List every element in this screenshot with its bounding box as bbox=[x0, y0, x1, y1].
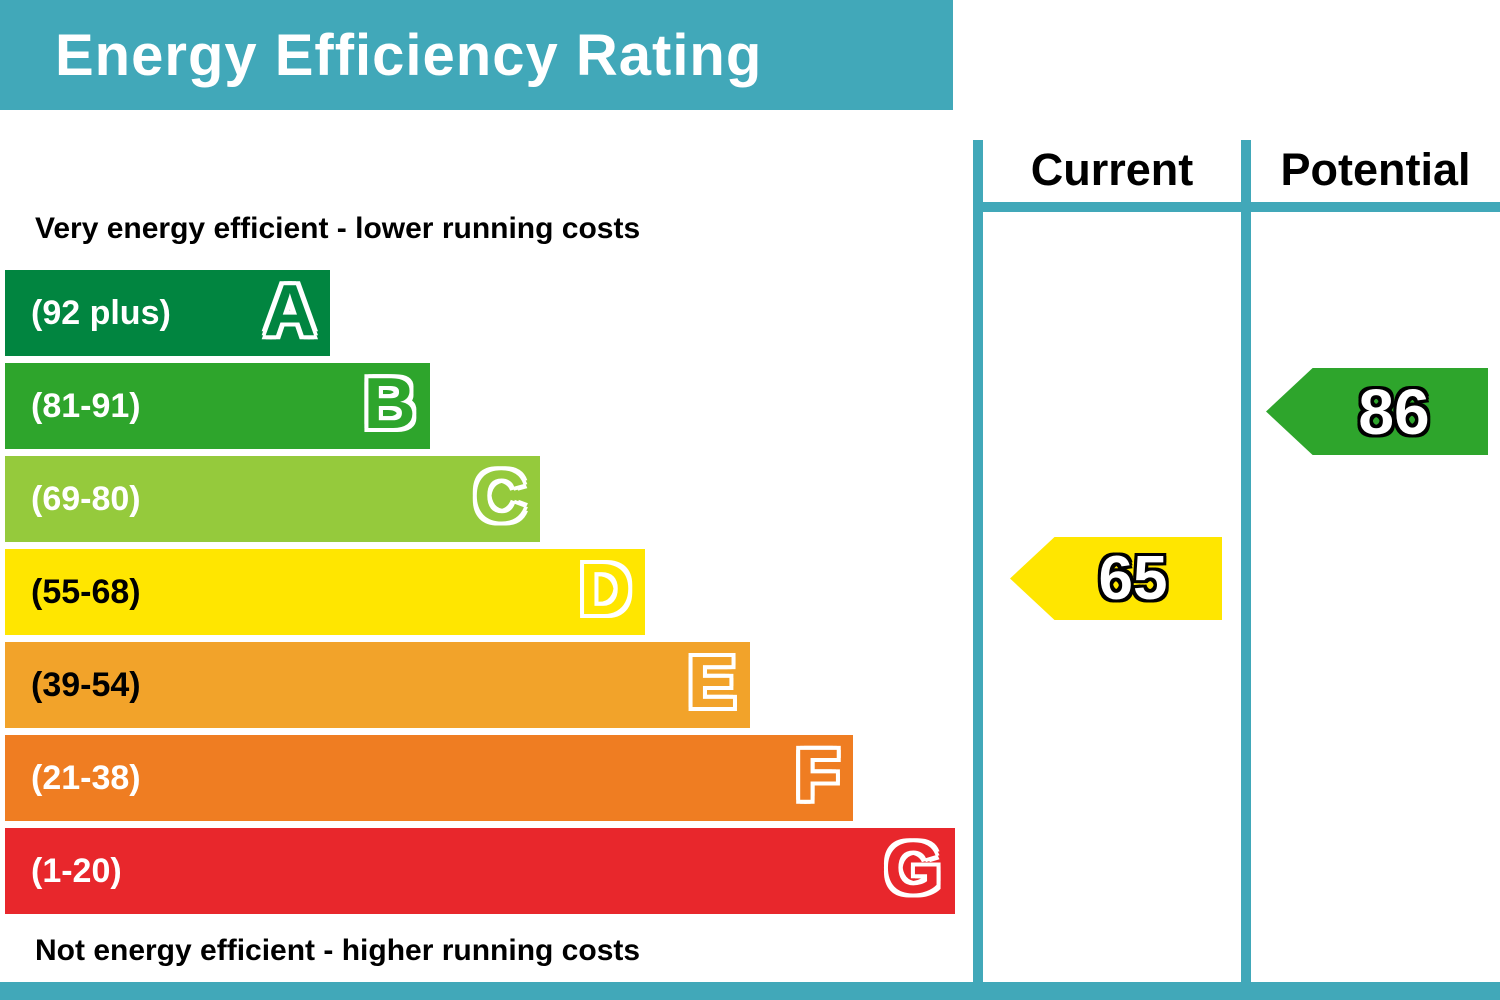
band-row-b: (81-91) B bbox=[5, 363, 430, 449]
band-letter: C bbox=[473, 457, 526, 537]
band-range-label: (55-68) bbox=[31, 572, 141, 611]
potential-column-left-border bbox=[1241, 140, 1251, 982]
rating-bands: (92 plus) A (81-91) B (69-80) C (55-68) … bbox=[5, 270, 955, 921]
potential-column-header: Potential bbox=[1280, 144, 1471, 195]
band-range-label: (21-38) bbox=[31, 758, 141, 797]
band-letter: F bbox=[795, 736, 840, 816]
band-letter: B bbox=[363, 364, 416, 444]
top-caption: Very energy efficient - lower running co… bbox=[35, 212, 641, 245]
band-row-c: (69-80) C bbox=[5, 456, 540, 542]
band-range-label: (39-54) bbox=[31, 665, 141, 704]
potential-rating-value: 86 bbox=[1358, 375, 1430, 448]
potential-rating-arrow: 86 bbox=[1266, 368, 1488, 455]
bottom-teal-bar bbox=[0, 982, 1500, 1000]
page-title: Energy Efficiency Rating bbox=[55, 22, 763, 88]
band-letter: D bbox=[579, 550, 632, 630]
current-rating-arrow: 65 bbox=[1010, 537, 1222, 620]
current-rating-value: 65 bbox=[1098, 543, 1168, 613]
band-letter: A bbox=[263, 271, 316, 351]
band-row-a: (92 plus) A bbox=[5, 270, 330, 356]
band-row-g: (1-20) G bbox=[5, 828, 955, 914]
band-letter: E bbox=[687, 643, 736, 723]
current-column-left-border bbox=[973, 140, 983, 982]
band-letter: G bbox=[884, 829, 941, 909]
band-range-label: (81-91) bbox=[31, 386, 141, 425]
current-column-header: Current bbox=[1030, 144, 1194, 195]
band-range-label: (69-80) bbox=[31, 479, 141, 518]
title-banner: Energy Efficiency Rating bbox=[0, 0, 953, 110]
band-row-f: (21-38) F bbox=[5, 735, 854, 821]
band-row-d: (55-68) D bbox=[5, 549, 646, 635]
band-range-label: (92 plus) bbox=[31, 293, 171, 332]
column-header-divider bbox=[973, 202, 1500, 212]
band-row-e: (39-54) E bbox=[5, 642, 750, 728]
band-range-label: (1-20) bbox=[31, 851, 122, 890]
bottom-caption: Not energy efficient - higher running co… bbox=[35, 934, 641, 967]
